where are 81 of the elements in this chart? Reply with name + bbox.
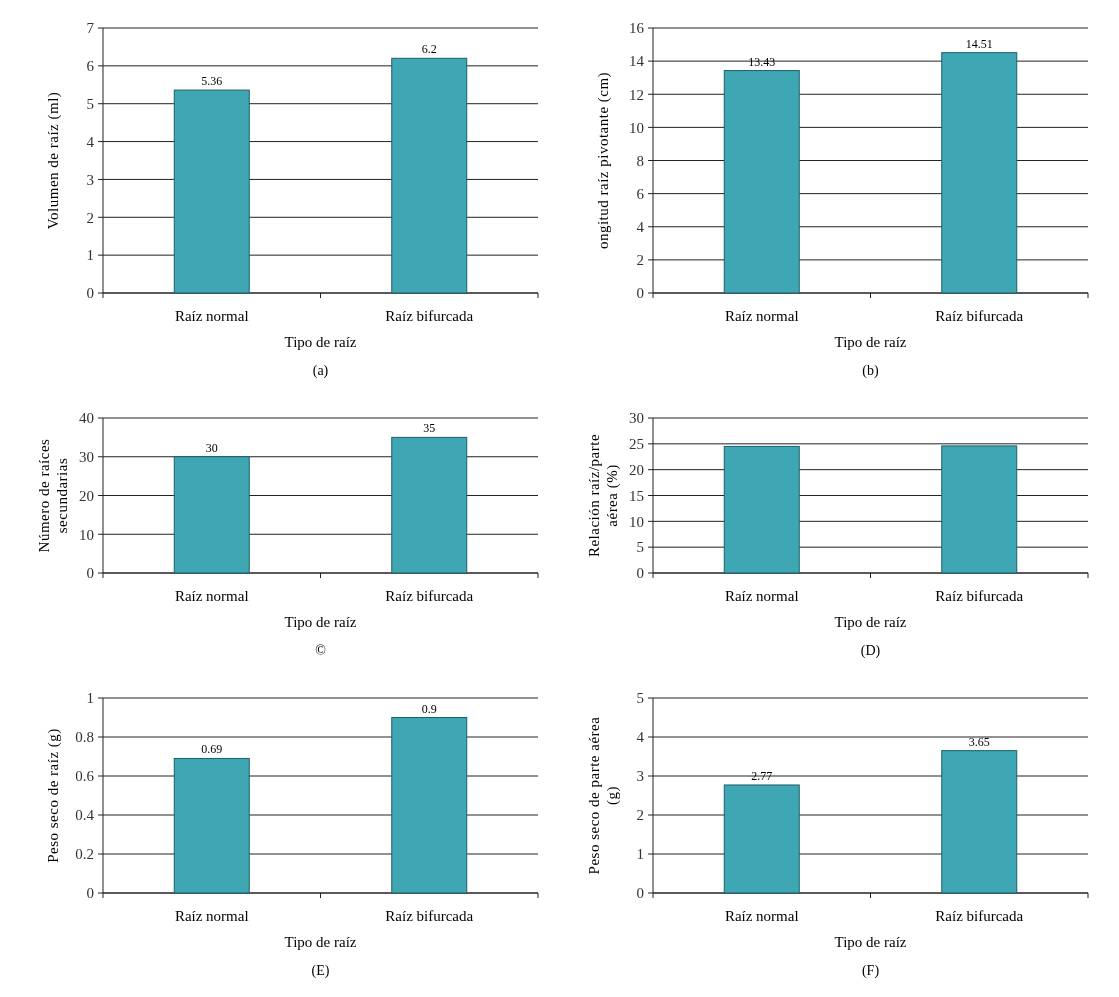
y-tick-label: 1: [636, 846, 644, 863]
data-label: 35: [423, 421, 436, 436]
data-label: 13.43: [748, 54, 776, 69]
y-axis-title: ongitud raíz pivotante (cm): [595, 71, 612, 250]
y-tick-label: 20: [629, 461, 644, 478]
y-tick-label: 2: [86, 209, 94, 226]
y-tick-label: 0.8: [75, 729, 94, 746]
y-tick-label: 8: [636, 152, 644, 169]
y-tick-label: 0: [86, 885, 94, 902]
x-tick-label: Raíz normal: [174, 908, 249, 924]
y-tick-label: 12: [629, 86, 644, 103]
y-tick-label: 10: [629, 119, 644, 136]
x-tick-label: Raíz normal: [174, 588, 249, 604]
x-tick-label: Raíz bifurcada: [935, 588, 1024, 604]
data-label: 2.77: [751, 768, 773, 783]
y-tick-label: 5: [86, 95, 94, 112]
data-label: 14.51: [965, 36, 993, 51]
y-tick-label: 7: [86, 20, 95, 37]
text: (a): [312, 363, 329, 379]
y-tick-label: 0.2: [75, 846, 94, 863]
data-label: 30: [205, 440, 218, 455]
y-tick-label: 30: [79, 449, 94, 465]
x-tick-label: Raíz normal: [724, 908, 799, 924]
y-tick-label: 3: [86, 171, 94, 188]
x-tick-label: Raíz normal: [174, 308, 249, 324]
y-tick-label: 10: [629, 513, 644, 530]
data-label: 5.36: [201, 74, 223, 89]
y-tick-label: 4: [86, 133, 95, 150]
y-tick-label: 0: [86, 285, 94, 302]
x-tick-label: Raíz normal: [724, 308, 799, 324]
y-tick-label: 4: [636, 219, 645, 235]
y-tick-label: 16: [629, 20, 645, 37]
y-tick-label: 0: [636, 285, 644, 302]
y-tick-label: 0.6: [75, 768, 95, 785]
x-tick-label: Raíz bifurcada: [935, 908, 1024, 924]
x-axis-title: Tipo de raíz: [834, 934, 907, 950]
y-axis-title: Peso seco de parte aérea (g): [586, 716, 621, 875]
y-axis-title: Número de raíces secundarias: [36, 438, 70, 553]
data-label: 0.9: [421, 701, 437, 716]
data-label: 3.65: [968, 734, 990, 749]
data-label: 6.2: [421, 42, 437, 57]
text: (D): [860, 643, 881, 659]
y-tick-label: 2: [636, 252, 644, 269]
x-tick-label: Raíz normal: [724, 588, 799, 604]
text: (b): [862, 363, 879, 379]
y-tick-label: 20: [79, 487, 94, 504]
y-tick-label: 0.4: [75, 807, 95, 824]
y-tick-label: 5: [636, 539, 644, 556]
y-axis-title: Relación raíz/parte aérea (%): [586, 433, 621, 558]
y-axis-title: Volumen de raíz (ml): [45, 91, 62, 230]
x-tick-label: Raíz bifurcada: [385, 908, 474, 924]
y-tick-label: 10: [79, 526, 94, 543]
y-tick-label: 1: [86, 247, 94, 264]
y-tick-label: 4: [636, 729, 645, 746]
y-tick-label: 6: [636, 185, 645, 202]
x-tick-label: Raíz bifurcada: [935, 308, 1024, 324]
y-tick-label: 25: [629, 436, 644, 453]
y-tick-label: 15: [629, 487, 644, 504]
y-tick-label: 40: [79, 410, 94, 427]
y-tick-label: 5: [636, 690, 644, 707]
y-tick-label: 2: [636, 807, 644, 824]
x-tick-label: Raíz bifurcada: [385, 588, 474, 604]
y-tick-label: 0: [636, 885, 644, 902]
x-axis-title: Tipo de raíz: [834, 334, 907, 350]
data-label: 0.69: [201, 742, 223, 757]
text: ©: [315, 643, 327, 658]
y-axis-title: Peso seco de raíz (g): [45, 728, 62, 863]
x-axis-title: Tipo de raíz: [284, 334, 357, 350]
y-tick-label: 1: [86, 690, 94, 707]
y-tick-label: 0: [86, 565, 94, 582]
x-axis-title: Tipo de raíz: [284, 614, 357, 630]
x-axis-title: Tipo de raíz: [834, 614, 907, 630]
y-tick-label: 30: [629, 410, 644, 427]
text: (E): [311, 963, 330, 979]
y-tick-label: 0: [636, 565, 644, 582]
x-axis-title: Tipo de raíz: [284, 934, 357, 950]
text: (F): [861, 963, 880, 979]
y-tick-label: 6: [86, 58, 95, 75]
x-tick-label: Raíz bifurcada: [385, 308, 474, 324]
y-tick-label: 14: [629, 53, 645, 70]
y-tick-label: 3: [636, 768, 644, 785]
